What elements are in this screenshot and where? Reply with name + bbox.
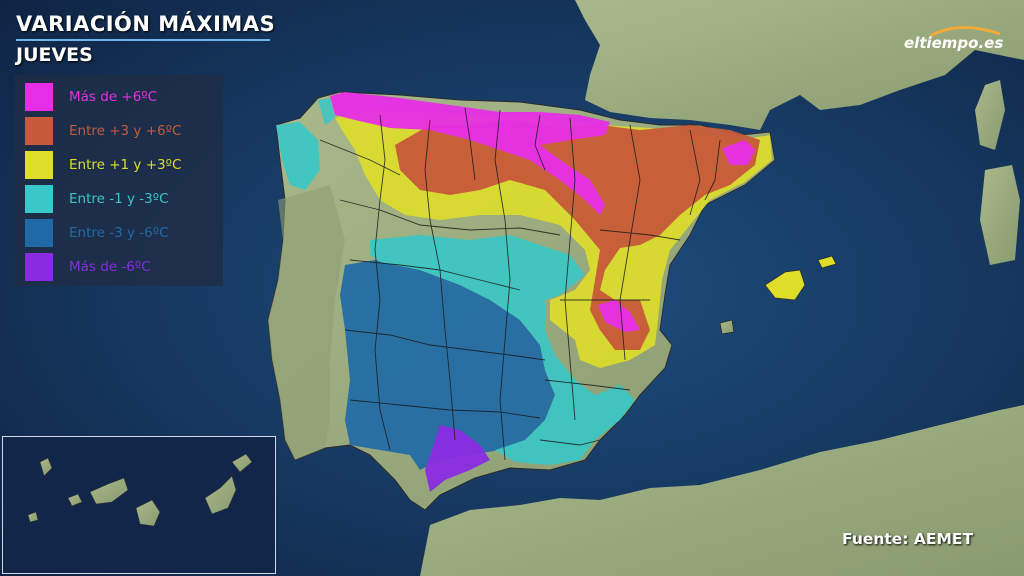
source-credit: Fuente: AEMET (842, 530, 974, 548)
eltiempo-logo[interactable]: eltiempo.es (900, 24, 1016, 56)
title-block: VARIACIÓN MÁXIMAS JUEVES (16, 12, 275, 66)
menorca-zone (817, 255, 837, 269)
map-title: VARIACIÓN MÁXIMAS (16, 12, 276, 36)
legend-label: Entre -1 y -3ºC (69, 191, 169, 207)
legend-label: Entre +3 y +6ºC (69, 123, 182, 139)
france-land (575, 0, 1024, 130)
province-borders (319, 107, 721, 461)
canary-islands (27, 453, 253, 527)
zone-minus1-minus3 (370, 235, 635, 465)
corsica (975, 80, 1005, 150)
zone-minus1-minus3-galicia (276, 122, 320, 190)
ibiza-land (719, 319, 735, 335)
legend-swatch (25, 253, 53, 281)
zone-below-minus6 (425, 425, 490, 492)
title-underline (16, 39, 270, 41)
legend-swatch (25, 151, 53, 179)
legend-swatch (25, 83, 53, 111)
north-africa (420, 405, 1024, 576)
legend-label: Entre -3 y -6ºC (69, 225, 169, 241)
map-subtitle: JUEVES (16, 44, 93, 66)
zone-above-plus6 (330, 92, 610, 215)
legend-swatch (25, 219, 53, 247)
canary-islands-inset (2, 436, 276, 574)
zone-minus1-minus3-asturias (318, 98, 335, 125)
zone-above-plus6-valencia (598, 300, 640, 332)
balearics-zone (764, 269, 806, 301)
logo-sun-icon (929, 25, 1001, 38)
legend-label: Más de +6ºC (69, 89, 158, 105)
legend-label: Entre +1 y +3ºC (69, 157, 182, 173)
sardinia (980, 165, 1020, 265)
zone-above-plus6-catalonia (722, 140, 755, 165)
legend: Más de +6ºC Entre +3 y +6ºC Entre +1 y +… (14, 75, 223, 286)
portugal-land (268, 185, 345, 460)
logo-text: eltiempo.es (904, 34, 1004, 52)
legend-label: Más de -6ºC (69, 259, 151, 275)
legend-swatch (25, 117, 53, 145)
legend-swatch (25, 185, 53, 213)
zone-plus3-plus6 (395, 120, 760, 350)
